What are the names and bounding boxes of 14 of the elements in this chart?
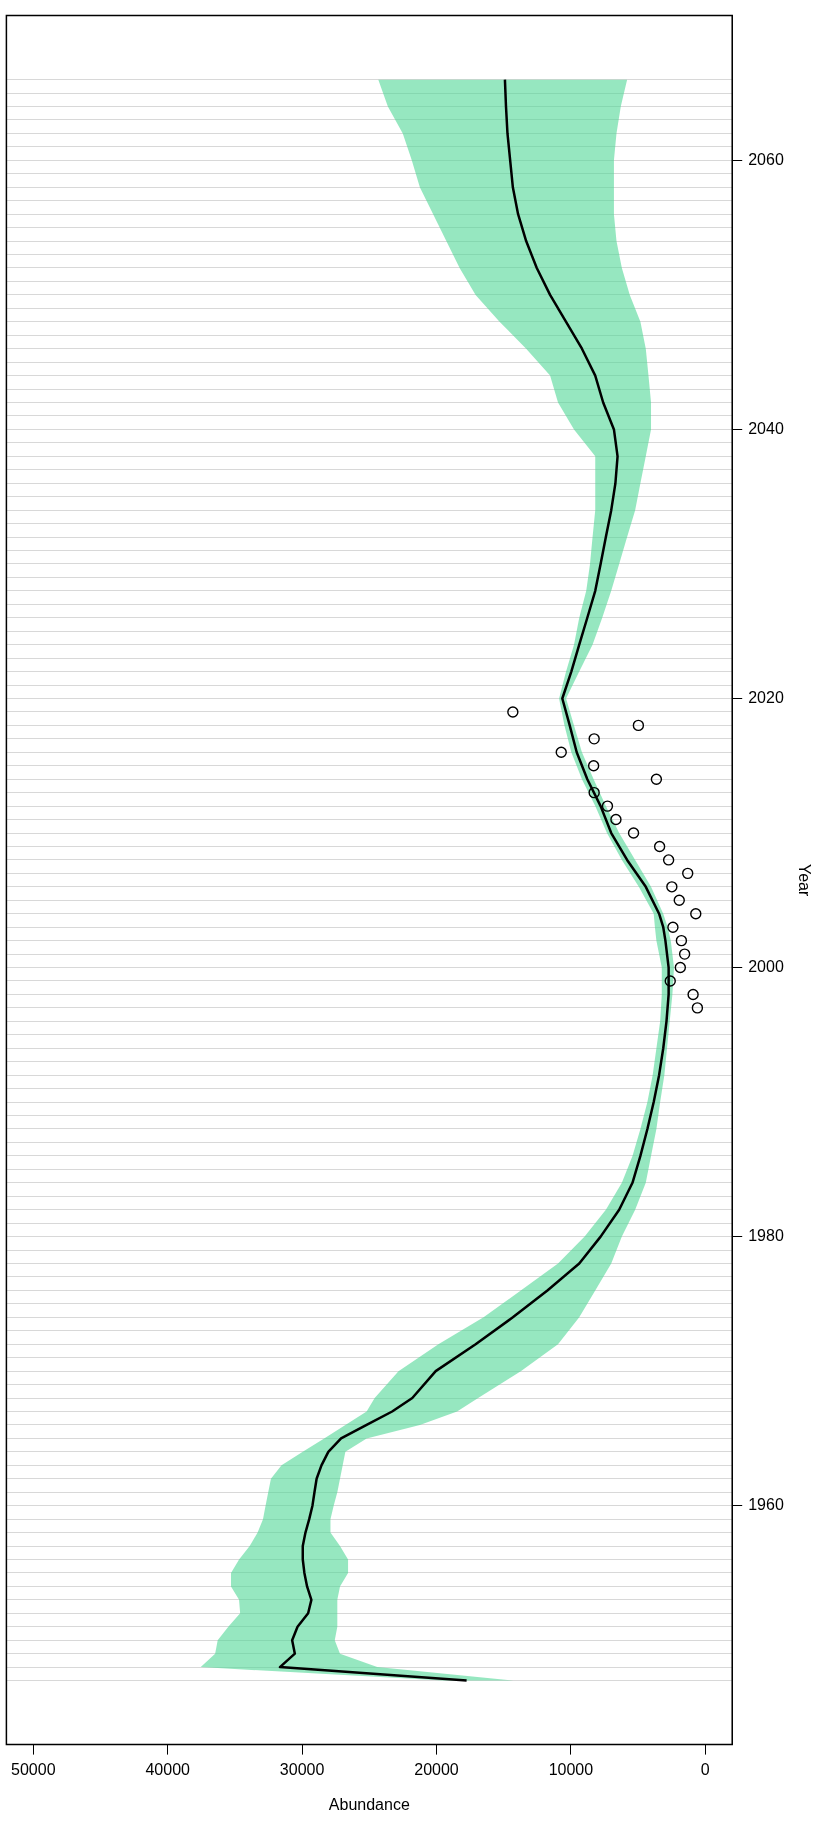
x-tick-label: 0 (700, 1760, 710, 1778)
x-axis-title: Abundance (328, 1795, 410, 1813)
y-tick-label: 2060 (748, 150, 784, 168)
y-tick-label: 2020 (748, 688, 784, 706)
y-tick-label: 1980 (748, 1227, 784, 1245)
x-tick-label: 20000 (414, 1760, 459, 1778)
x-tick-label: 40000 (145, 1760, 191, 1778)
y-tick-label: 2000 (748, 957, 784, 975)
x-tick-label: 50000 (11, 1760, 56, 1778)
x-tick-label: 30000 (279, 1760, 325, 1778)
x-tick-label: 10000 (548, 1760, 594, 1778)
y-axis-title: Year (795, 863, 813, 897)
y-tick-label: 2040 (748, 419, 784, 437)
y-tick-label: 1960 (748, 1496, 784, 1514)
